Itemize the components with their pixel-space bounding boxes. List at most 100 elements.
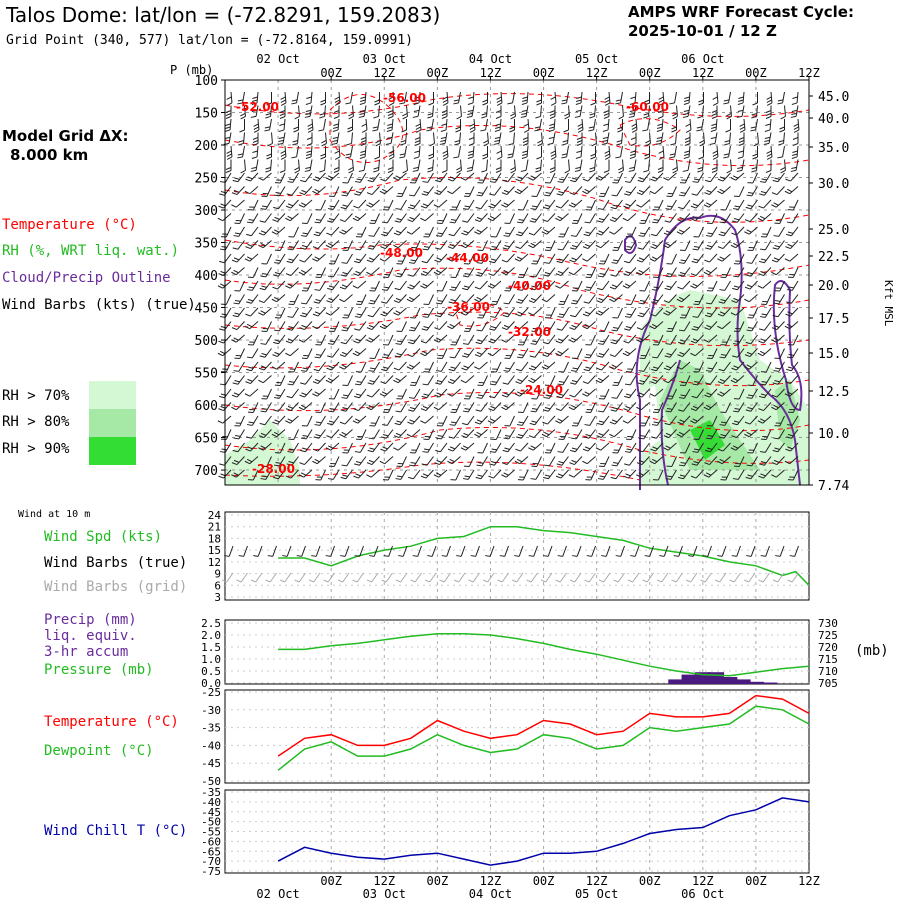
wind10-grid-barb-flag <box>236 579 242 583</box>
wind-barb-shaft <box>724 280 731 291</box>
wind-barb-flag <box>618 116 624 120</box>
wind-barb <box>531 253 542 265</box>
wind-barb-flag <box>693 448 700 451</box>
wind-barb-shaft <box>351 132 353 144</box>
wind-barb-flag <box>735 462 741 465</box>
wind-barb <box>305 91 313 105</box>
wind-barb-shaft <box>655 375 664 384</box>
wind-barb-flag <box>557 181 563 183</box>
temperature-contour-label: -32.00 <box>508 325 551 339</box>
wind-barb-flag <box>489 463 495 466</box>
wind-barb-flag <box>333 116 340 119</box>
wind-barb-flag <box>436 357 443 359</box>
wind-barb <box>318 118 326 132</box>
wind-barb <box>531 186 542 197</box>
wind-barb-shaft <box>737 334 745 345</box>
wind-barb-shaft <box>467 199 475 210</box>
wind-barb-flag <box>345 156 351 159</box>
wind-barb <box>556 388 569 399</box>
wind-barb-shaft <box>372 172 380 183</box>
wind-barb-flag <box>732 478 739 480</box>
wind-barb-shaft <box>722 442 731 452</box>
wind-barb-shaft <box>778 429 785 440</box>
wind-barb-shaft <box>682 469 691 480</box>
wind-barb-shaft <box>696 321 704 331</box>
wind-tick-label: 21 <box>208 521 221 534</box>
wind10-barb <box>253 545 263 557</box>
wind-barb-flag <box>791 166 797 169</box>
height-tick-label: 10.0 <box>818 427 849 442</box>
wind-barb-flag <box>517 231 524 234</box>
wind-barb-flag <box>739 129 746 133</box>
wind-barb-flag <box>299 192 305 196</box>
wind-barb-shaft <box>451 186 461 195</box>
wind-barb <box>730 307 745 316</box>
wind-barb-shaft <box>763 267 772 276</box>
wind-barb-shaft <box>358 469 367 479</box>
wind-barb-flag <box>684 137 691 140</box>
wind-barb-flag <box>373 115 379 119</box>
wind-barb-shaft <box>681 361 691 370</box>
wind-barb <box>665 267 677 278</box>
wind-barb-flag <box>669 102 675 105</box>
wind-barb-flag <box>330 327 336 330</box>
wind-barb-shaft <box>466 226 475 236</box>
wind-barb-shaft <box>522 267 529 278</box>
wind-barb-shaft <box>262 375 272 384</box>
wind-barb-flag <box>638 337 644 341</box>
wind-barb-flag <box>612 339 618 342</box>
wind-barb <box>304 105 313 118</box>
wind-barb-shaft <box>536 321 542 332</box>
wind-barb-flag <box>571 357 578 359</box>
wind-barb-flag <box>624 248 631 251</box>
wind-barb-shaft <box>424 280 434 289</box>
wind-barb <box>590 146 596 160</box>
wind-barb-flag <box>361 123 367 127</box>
wind-barb-flag <box>650 246 656 250</box>
wind-barb-flag <box>261 465 267 467</box>
wind-barb-flag <box>760 258 767 261</box>
wind-barb-flag <box>629 102 636 105</box>
wind-barb-shaft <box>357 415 367 424</box>
wind-barb-flag <box>792 96 798 100</box>
wind-barb-flag <box>732 422 738 426</box>
wind-barb <box>454 132 461 146</box>
wind-barb-flag <box>314 188 320 193</box>
wind-barb-flag <box>685 123 691 127</box>
wind-barb-flag <box>657 110 664 113</box>
wind-barb-flag <box>315 298 321 302</box>
wind-barb-flag <box>737 156 744 159</box>
wind-barb-flag <box>787 479 794 481</box>
wind-barb-flag <box>636 259 643 263</box>
wind10-barb <box>441 545 451 557</box>
wind-barb-flag <box>436 379 443 383</box>
wind-barb-shaft <box>249 321 259 330</box>
wind-barb-shaft <box>520 226 529 237</box>
wind-barb-flag <box>433 406 439 411</box>
wind10-barb-shaft <box>330 545 335 557</box>
wind-barb-flag <box>299 327 305 331</box>
wind-barb-shaft <box>451 388 461 397</box>
wind-barb <box>534 118 542 132</box>
wind-barb <box>744 213 758 223</box>
cloud-outline <box>624 235 638 255</box>
wind-barb-flag <box>301 324 307 328</box>
wind-barb <box>624 456 637 466</box>
wind-barb <box>475 199 488 210</box>
wind-barb-shaft <box>728 91 731 103</box>
wind-barb <box>571 280 583 292</box>
wind-barb <box>744 429 758 438</box>
wind-barb-shaft <box>613 361 623 370</box>
wind-barb-flag <box>719 176 726 180</box>
wind-barb-flag <box>300 370 307 372</box>
legend-wind-barbs: Wind Barbs (kts) (true) <box>2 297 196 313</box>
wind-barb-flag <box>477 452 483 454</box>
wind-barb-flag <box>759 350 766 355</box>
wind-barb-flag <box>597 310 604 314</box>
wind-barb-flag <box>602 136 609 140</box>
wind-barb-flag <box>786 391 793 395</box>
wind-barb-flag <box>435 247 441 250</box>
wind-barb <box>773 294 785 305</box>
wind-barb <box>394 213 407 223</box>
wind-barb <box>244 456 259 465</box>
